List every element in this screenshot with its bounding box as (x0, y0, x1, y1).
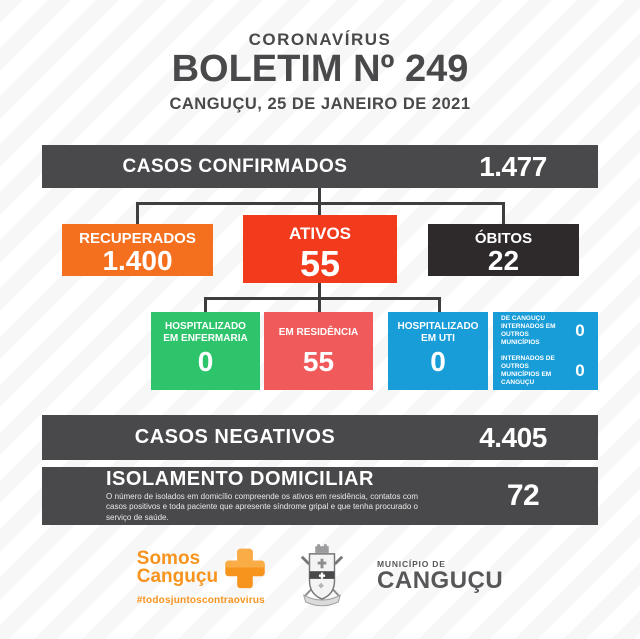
transfers-out-cell: DE CANGUÇU INTERNADOS EM OUTROS MUNICÍPI… (493, 312, 598, 351)
connector-line (318, 283, 321, 297)
page-title: BOLETIM Nº 249 (171, 48, 469, 90)
municipality-name: CANGUÇU (377, 567, 504, 594)
home-residence-label: EM RESIDÊNCIA (278, 327, 359, 338)
hospitalized-icu-value: 0 (430, 346, 446, 377)
home-isolation-description: O número de isolados em domicílio compre… (106, 491, 418, 522)
connector-line (438, 297, 441, 312)
connector-line (204, 297, 207, 312)
connector-line (136, 202, 139, 224)
connector-line (318, 188, 321, 202)
campaign-hashtag: #todosjuntoscontraovirus (136, 595, 265, 606)
connector-line (204, 297, 441, 300)
home-isolation-text: ISOLAMENTO DOMICILIAR O número de isolad… (42, 467, 448, 523)
deaths-value: 22 (487, 245, 520, 276)
campaign-name: Somos Canguçu (136, 547, 219, 587)
hospitalized-ward-label: HOSPITALIZADO EM ENFERMARIA (163, 321, 248, 344)
municipality-small-text: MUNICÍPIO DE (377, 559, 446, 569)
header-date: CANGUÇU, 25 DE JANEIRO DE 2021 (169, 94, 471, 113)
hospitalized-ward-value: 0 (197, 346, 214, 377)
confirmed-cases-label: CASOS CONFIRMADOS (122, 155, 348, 177)
transfers-out-value: 0 (575, 320, 585, 340)
campaign-logo-row: Somos Canguçu (137, 546, 267, 590)
hospitalized-ward-box: HOSPITALIZADO EM ENFERMARIA 0 (151, 312, 260, 390)
deaths-box: ÓBITOS 22 (428, 224, 579, 276)
negative-cases-bar: CASOS NEGATIVOS 4.405 (42, 415, 598, 460)
negative-cases-value: 4.405 (479, 421, 547, 453)
transfers-out-label: DE CANGUÇU INTERNADOS EM OUTROS MUNICÍPI… (501, 314, 556, 346)
home-isolation-bar: ISOLAMENTO DOMICILIAR O número de isolad… (42, 467, 598, 525)
recovered-box: RECUPERADOS 1.400 (62, 224, 213, 276)
hospitalized-icu-label: HOSPITALIZADO EM UTI (397, 321, 479, 344)
footer: Somos Canguçu #todosjuntoscontraovirus (0, 540, 640, 612)
confirmed-cases-value: 1.477 (479, 150, 547, 182)
negative-cases-label: CASOS NEGATIVOS (134, 426, 336, 448)
header: CORONAVÍRUS BOLETIM Nº 249 CANGUÇU, 25 D… (0, 30, 640, 114)
campaign-logo: Somos Canguçu #todosjuntoscontraovirus (137, 546, 267, 606)
active-cases-value: 55 (299, 243, 341, 284)
transfer-patients-box: DE CANGUÇU INTERNADOS EM OUTROS MUNICÍPI… (493, 312, 598, 390)
municipality-logo: MUNICÍPIO DE CANGUÇU (377, 559, 503, 593)
transfers-in-value: 0 (575, 361, 585, 381)
transfers-in-cell: INTERNADOS DE OUTROS MUNICÍPIOS EM CANGU… (493, 352, 598, 391)
recovered-label: RECUPERADOS (79, 230, 196, 247)
active-cases-label: ATIVOS (288, 224, 352, 243)
home-residence-value: 55 (302, 346, 335, 377)
confirmed-cases-bar: CASOS CONFIRMADOS 1.477 (42, 145, 598, 188)
recovered-value: 1.400 (102, 245, 173, 276)
plus-icon (225, 548, 265, 589)
active-cases-box: ATIVOS 55 (243, 215, 397, 283)
home-isolation-value: 72 (506, 479, 540, 512)
transfers-in-label: INTERNADOS DE OUTROS MUNICÍPIOS EM CANGU… (501, 355, 555, 387)
connector-line (318, 297, 321, 312)
header-kicker: CORONAVÍRUS (248, 30, 392, 49)
campaign-name-line2: Canguçu (136, 566, 219, 587)
home-residence-box: EM RESIDÊNCIA 55 (264, 312, 373, 390)
hospitalized-icu-box: HOSPITALIZADO EM UTI 0 (388, 312, 488, 390)
campaign-name-line1: Somos (136, 547, 201, 569)
connector-line (502, 202, 505, 224)
connector-line (318, 202, 321, 215)
deaths-label: ÓBITOS (474, 230, 533, 247)
coat-of-arms-icon (300, 544, 344, 607)
home-isolation-label: ISOLAMENTO DOMICILIAR (106, 467, 374, 490)
